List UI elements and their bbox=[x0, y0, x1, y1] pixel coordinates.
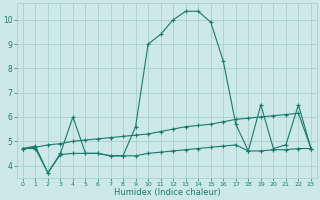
X-axis label: Humidex (Indice chaleur): Humidex (Indice chaleur) bbox=[114, 188, 220, 197]
